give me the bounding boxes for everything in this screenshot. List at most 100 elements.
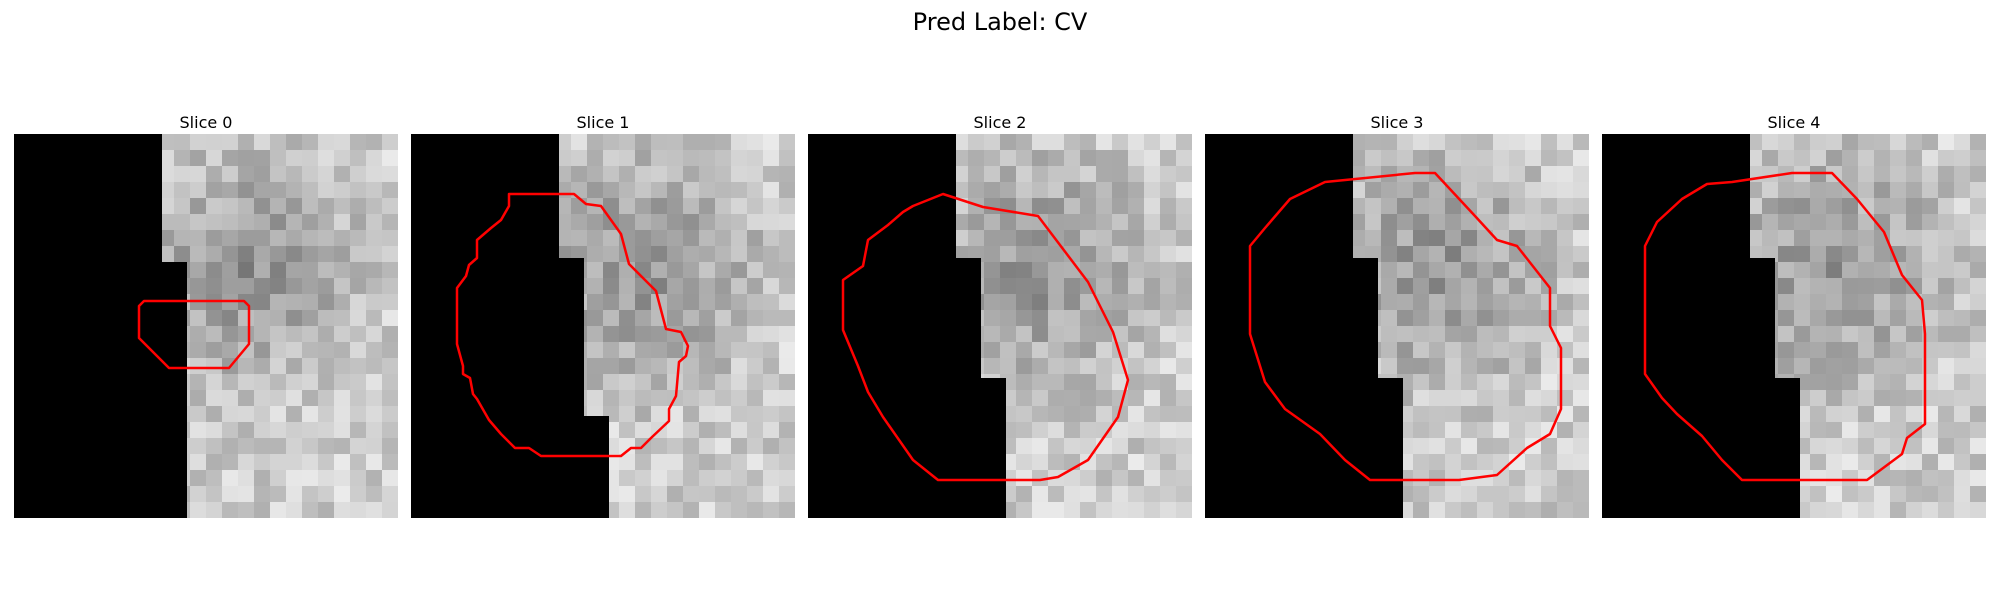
texture-cell: [1890, 230, 1907, 247]
texture-cell: [1112, 502, 1129, 518]
texture-cell: [1048, 486, 1065, 503]
texture-cell: [651, 326, 668, 343]
texture-cell: [1541, 358, 1558, 375]
texture-cell: [1906, 278, 1923, 295]
texture-cell: [1557, 486, 1574, 503]
texture-cell: [1461, 166, 1478, 183]
texture-cell: [1048, 294, 1065, 311]
texture-cell: [1429, 246, 1446, 263]
texture-cell: [206, 326, 223, 343]
texture-cell: [1477, 374, 1494, 391]
texture-cell: [1922, 294, 1939, 311]
texture-cell: [334, 198, 351, 215]
texture-cell: [1922, 166, 1939, 183]
texture-cell: [1938, 214, 1955, 231]
texture-cell: [1096, 390, 1113, 407]
texture-cell: [1525, 278, 1542, 295]
texture-cell: [1349, 150, 1366, 167]
texture-cell: [1048, 246, 1065, 263]
texture-cell: [366, 166, 383, 183]
texture-cell: [1938, 278, 1955, 295]
panel-title: Slice 1: [576, 113, 630, 132]
texture-cell: [1176, 310, 1192, 327]
texture-cell: [683, 406, 700, 423]
texture-cell: [1128, 374, 1145, 391]
texture-cell: [1938, 150, 1955, 167]
texture-cell: [1493, 422, 1510, 439]
texture-cell: [1064, 486, 1081, 503]
texture-cell: [222, 198, 239, 215]
texture-cell: [779, 502, 795, 518]
texture-cell: [1826, 374, 1843, 391]
texture-cell: [1810, 390, 1827, 407]
texture-cell: [763, 358, 780, 375]
texture-cell: [715, 454, 732, 471]
texture-cell: [968, 214, 985, 231]
texture-cell: [635, 246, 652, 263]
texture-cell: [715, 390, 732, 407]
texture-cell: [699, 134, 716, 151]
texture-cell: [206, 182, 223, 199]
texture-cell: [683, 198, 700, 215]
texture-cell: [190, 406, 207, 423]
texture-cell: [763, 438, 780, 455]
texture-cell: [334, 278, 351, 295]
texture-cell: [286, 358, 303, 375]
texture-cell: [1445, 246, 1462, 263]
texture-cell: [667, 342, 684, 359]
texture-cell: [1525, 214, 1542, 231]
texture-cell: [587, 230, 604, 247]
texture-cell: [1160, 422, 1177, 439]
texture-cell: [318, 214, 335, 231]
texture-cell: [286, 470, 303, 487]
texture-cell: [190, 166, 207, 183]
texture-cell: [619, 294, 636, 311]
texture-cell: [1493, 406, 1510, 423]
texture-cell: [1890, 278, 1907, 295]
texture-cell: [366, 502, 383, 518]
texture-cell: [1032, 182, 1049, 199]
texture-cell: [222, 182, 239, 199]
texture-cell: [1938, 454, 1955, 471]
texture-cell: [1890, 214, 1907, 231]
texture-cell: [699, 198, 716, 215]
texture-cell: [699, 230, 716, 247]
texture-cell: [1890, 486, 1907, 503]
texture-cell: [699, 390, 716, 407]
texture-cell: [667, 166, 684, 183]
texture-cell: [1525, 246, 1542, 263]
texture-cell: [254, 198, 271, 215]
texture-cell: [238, 438, 255, 455]
texture-cell: [1477, 246, 1494, 263]
texture-cell: [619, 198, 636, 215]
texture-cell: [779, 374, 795, 391]
texture-cell: [747, 326, 764, 343]
texture-cell: [1445, 134, 1462, 151]
texture-cell: [1096, 182, 1113, 199]
texture-cell: [1016, 182, 1033, 199]
texture-cell: [302, 486, 319, 503]
texture-cell: [1016, 278, 1033, 295]
texture-cell: [334, 214, 351, 231]
texture-cell: [270, 182, 287, 199]
texture-cell: [1858, 390, 1875, 407]
texture-cell: [1906, 182, 1923, 199]
texture-cell: [1970, 326, 1986, 343]
texture-cell: [1842, 486, 1859, 503]
texture-cell: [635, 198, 652, 215]
texture-cell: [779, 214, 795, 231]
texture-cell: [1064, 358, 1081, 375]
texture-cell: [350, 134, 367, 151]
texture-cell: [699, 422, 716, 439]
mask-region: [14, 134, 187, 518]
texture-cell: [1160, 374, 1177, 391]
texture-cell: [1032, 502, 1049, 518]
texture-cell: [1461, 294, 1478, 311]
texture-cell: [763, 278, 780, 295]
texture-cell: [968, 230, 985, 247]
texture-cell: [270, 198, 287, 215]
texture-cell: [1557, 246, 1574, 263]
texture-cell: [1970, 134, 1986, 151]
texture-cell: [1938, 438, 1955, 455]
texture-cell: [1906, 262, 1923, 279]
